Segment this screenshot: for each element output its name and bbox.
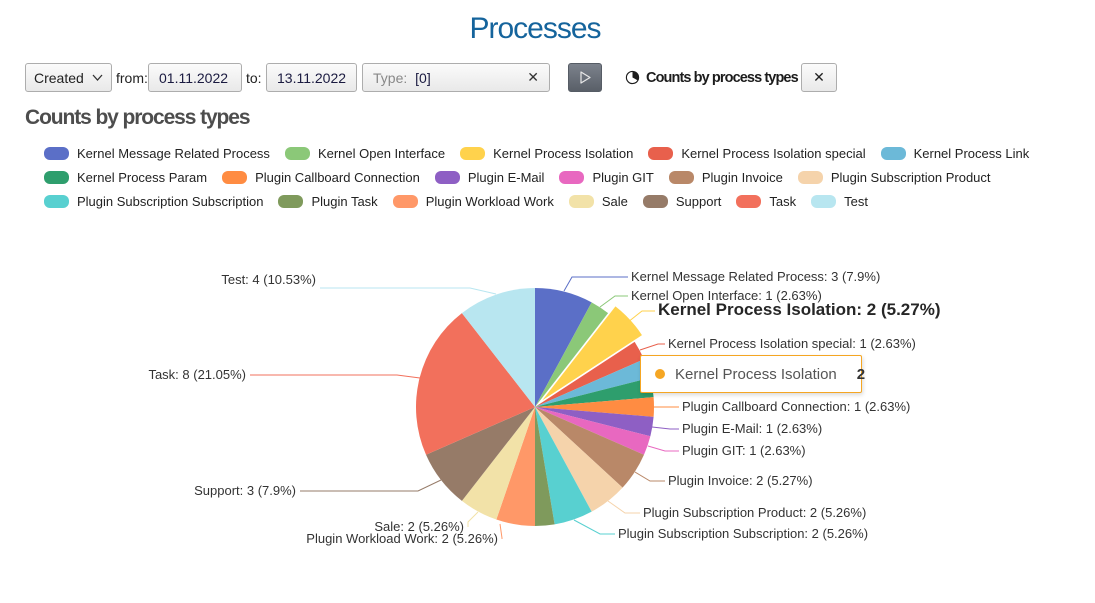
svg-text:Plugin Workload Work: 2 (5.26%: Plugin Workload Work: 2 (5.26%)	[306, 531, 498, 546]
svg-text:Task: 8 (21.05%): Task: 8 (21.05%)	[148, 367, 246, 382]
svg-text:Kernel Message Related Process: Kernel Message Related Process: 3 (7.9%)	[631, 269, 880, 284]
svg-text:Plugin Callboard Connection: 1: Plugin Callboard Connection: 1 (2.63%)	[682, 399, 910, 414]
svg-text:Plugin GIT: 1 (2.63%): Plugin GIT: 1 (2.63%)	[682, 443, 806, 458]
svg-text:Kernel Process Isolation speci: Kernel Process Isolation special: 1 (2.6…	[668, 336, 916, 351]
svg-text:Support: 3 (7.9%): Support: 3 (7.9%)	[194, 483, 296, 498]
svg-text:Plugin Subscription Product: 2: Plugin Subscription Product: 2 (5.26%)	[643, 505, 866, 520]
svg-text:Plugin Invoice: 2 (5.27%): Plugin Invoice: 2 (5.27%)	[668, 473, 813, 488]
svg-text:Test: 4 (10.53%): Test: 4 (10.53%)	[221, 272, 316, 287]
svg-text:Plugin Subscription Subscripti: Plugin Subscription Subscription: 2 (5.2…	[618, 526, 868, 541]
svg-text:Kernel Process Isolation: 2 (5: Kernel Process Isolation: 2 (5.27%)	[658, 300, 941, 319]
svg-text:Plugin E-Mail: 1 (2.63%): Plugin E-Mail: 1 (2.63%)	[682, 421, 822, 436]
